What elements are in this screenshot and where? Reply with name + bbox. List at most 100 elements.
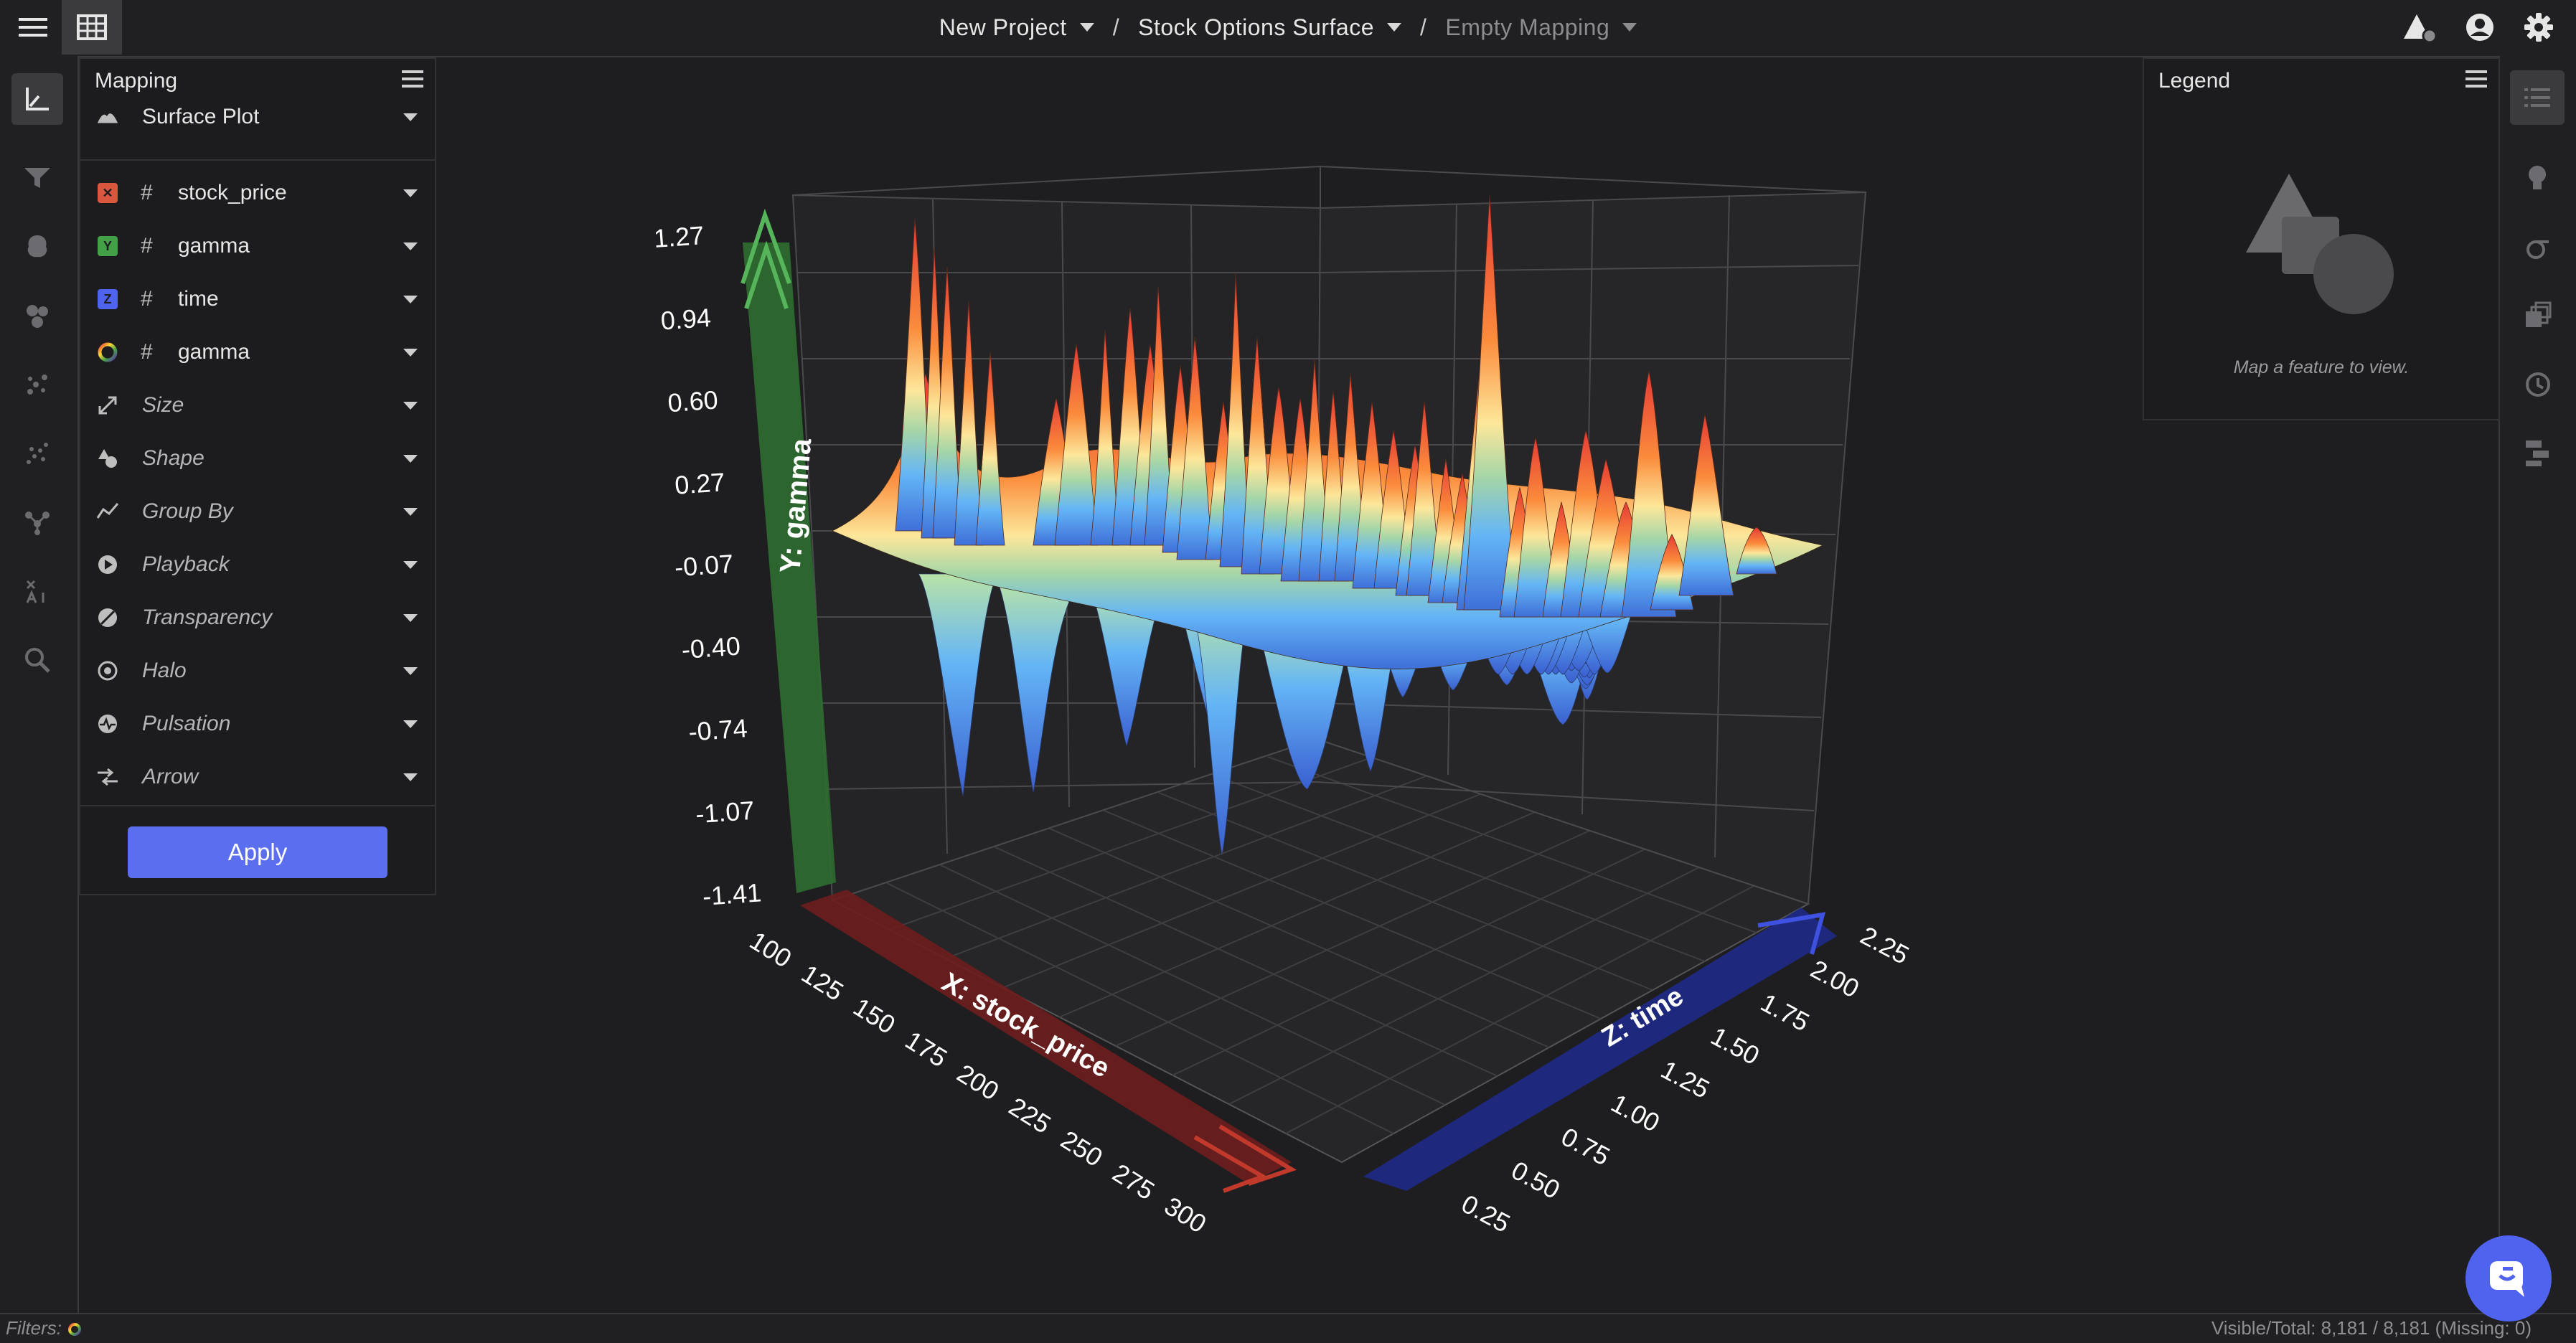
hierarchy-icon: [2526, 440, 2549, 466]
option-halo[interactable]: Halo: [80, 644, 435, 697]
filters-indicator[interactable]: Filters:: [6, 1317, 83, 1339]
chevron-down-icon: [403, 507, 418, 516]
chevron-down-icon: [403, 560, 418, 569]
option-playback[interactable]: Playback: [80, 538, 435, 591]
z-axis-bar: [1363, 908, 1837, 1191]
chevron-down-icon: [403, 401, 418, 410]
z-tick: 2.25: [1856, 920, 1914, 970]
numeric-type-icon: #: [141, 181, 153, 204]
breadcrumb-dataset[interactable]: Stock Options Surface: [1138, 14, 1402, 41]
chevron-down-icon: [403, 666, 418, 675]
channel-z-field: time: [178, 287, 219, 311]
cluster-tool-button[interactable]: [16, 294, 59, 337]
chevron-down-icon: [1622, 23, 1637, 32]
x-tick: 150: [848, 992, 901, 1040]
z-tick: 2.00: [1806, 954, 1864, 1004]
chevron-down-icon: [403, 189, 418, 197]
z-tick: 1.50: [1706, 1021, 1764, 1070]
panel-menu-icon[interactable]: [402, 69, 423, 89]
breadcrumb-project[interactable]: New Project: [939, 14, 1094, 41]
numeric-type-icon: #: [141, 234, 153, 258]
network-tool-button[interactable]: [16, 501, 59, 544]
z-tick: 1.25: [1656, 1055, 1714, 1104]
legend-panel: Legend Map a feature to view.: [2143, 57, 2500, 420]
y-tick: -0.40: [680, 631, 741, 664]
stats-tool-button[interactable]: [2516, 225, 2559, 268]
chevron-down-icon: [403, 242, 418, 250]
legend-tool-button[interactable]: [2510, 70, 2565, 125]
user-icon: [2466, 14, 2493, 41]
plot-type-select[interactable]: Surface Plot: [80, 90, 435, 143]
breadcrumb-separator: /: [1420, 14, 1427, 40]
x-tick: 125: [796, 958, 849, 1007]
y-tick: -1.07: [695, 796, 756, 829]
filter-tool-button[interactable]: [16, 156, 59, 199]
z-tick: 1.00: [1607, 1088, 1665, 1138]
search-tool-button[interactable]: [16, 638, 59, 682]
axes-icon: [26, 88, 49, 110]
channel-y-field: gamma: [178, 234, 250, 258]
brain-tool-button[interactable]: [16, 225, 59, 268]
insights-tool-button[interactable]: [2516, 156, 2559, 199]
color-wheel-icon: [96, 341, 119, 364]
numeric-type-icon: #: [141, 340, 153, 364]
top-bar: New Project / Stock Options Surface / Em…: [0, 0, 2576, 57]
hamburger-icon: [19, 18, 47, 37]
history-tool-button[interactable]: [2516, 363, 2559, 406]
x-tick: 300: [1160, 1191, 1212, 1239]
option-arrow-label: Arrow: [142, 765, 199, 788]
z-axis-label: Z: time: [1597, 981, 1688, 1053]
alerts-button[interactable]: [2399, 0, 2440, 55]
play-icon: [96, 553, 119, 576]
y-axis-ticks: 1.27 0.94 0.60 0.27 -0.07 -0.40 -0.74 -1.07 -1.4…: [653, 220, 763, 911]
apply-button[interactable]: Apply: [128, 826, 387, 878]
option-transparency[interactable]: Transparency: [80, 591, 435, 644]
channel-y-select[interactable]: Y # gamma: [80, 220, 435, 273]
layers-tool-button[interactable]: [2516, 294, 2559, 337]
arrow-icon: [96, 765, 119, 788]
breadcrumb-mapping[interactable]: Empty Mapping: [1445, 14, 1637, 41]
y-tick: 0.60: [667, 385, 719, 418]
empty-legend-shapes-icon: [2246, 174, 2394, 314]
legend-title: Legend: [2158, 69, 2231, 93]
z-tick: 1.75: [1756, 987, 1814, 1037]
breadcrumb: New Project / Stock Options Surface / Em…: [0, 0, 2576, 55]
density-tool-button[interactable]: [16, 432, 59, 475]
hierarchy-tool-button[interactable]: [2516, 432, 2559, 475]
back-walls: [791, 166, 1867, 905]
option-size[interactable]: Size: [80, 379, 435, 432]
axes-tool-button[interactable]: [11, 73, 63, 125]
y-tick: -0.07: [674, 549, 735, 583]
option-pulsation-label: Pulsation: [142, 712, 231, 735]
help-chat-button[interactable]: [2465, 1235, 2552, 1321]
option-group-by[interactable]: Group By: [80, 485, 435, 538]
search-icon: [25, 648, 50, 673]
menu-button[interactable]: [11, 0, 55, 55]
channel-color-select[interactable]: # gamma: [80, 326, 435, 379]
filter-icon: [24, 168, 50, 188]
panel-menu-icon[interactable]: [2465, 69, 2487, 89]
shape-icon: [96, 447, 119, 470]
option-playback-label: Playback: [142, 552, 230, 576]
mapping-panel: Mapping Surface Plot ✕ # stock_price Y #…: [79, 57, 436, 895]
lightbulb-icon: [2529, 166, 2546, 189]
chevron-down-icon: [403, 295, 418, 303]
account-button[interactable]: [2460, 0, 2500, 55]
channel-x-select[interactable]: ✕ # stock_price: [80, 166, 435, 220]
settings-button[interactable]: [2519, 0, 2559, 55]
x-tick: 225: [1004, 1091, 1056, 1139]
option-shape[interactable]: Shape: [80, 432, 435, 485]
xai-tool-button[interactable]: [16, 570, 59, 613]
chevron-down-icon: [403, 348, 418, 357]
option-pulsation[interactable]: Pulsation: [80, 697, 435, 750]
status-bar: Filters: Visible/Total: 8,181 / 8,181 (M…: [0, 1313, 2576, 1343]
channel-z-select[interactable]: Z # time: [80, 273, 435, 326]
y-tick: 0.27: [674, 467, 726, 500]
xai-icon: [26, 580, 44, 603]
table-view-button[interactable]: [62, 0, 122, 55]
scatter-tool-button[interactable]: [16, 363, 59, 406]
x-channel-badge: ✕: [96, 182, 119, 204]
option-arrow[interactable]: Arrow: [80, 750, 435, 804]
surface-dips: [918, 573, 1638, 856]
group-by-icon: [96, 500, 119, 523]
